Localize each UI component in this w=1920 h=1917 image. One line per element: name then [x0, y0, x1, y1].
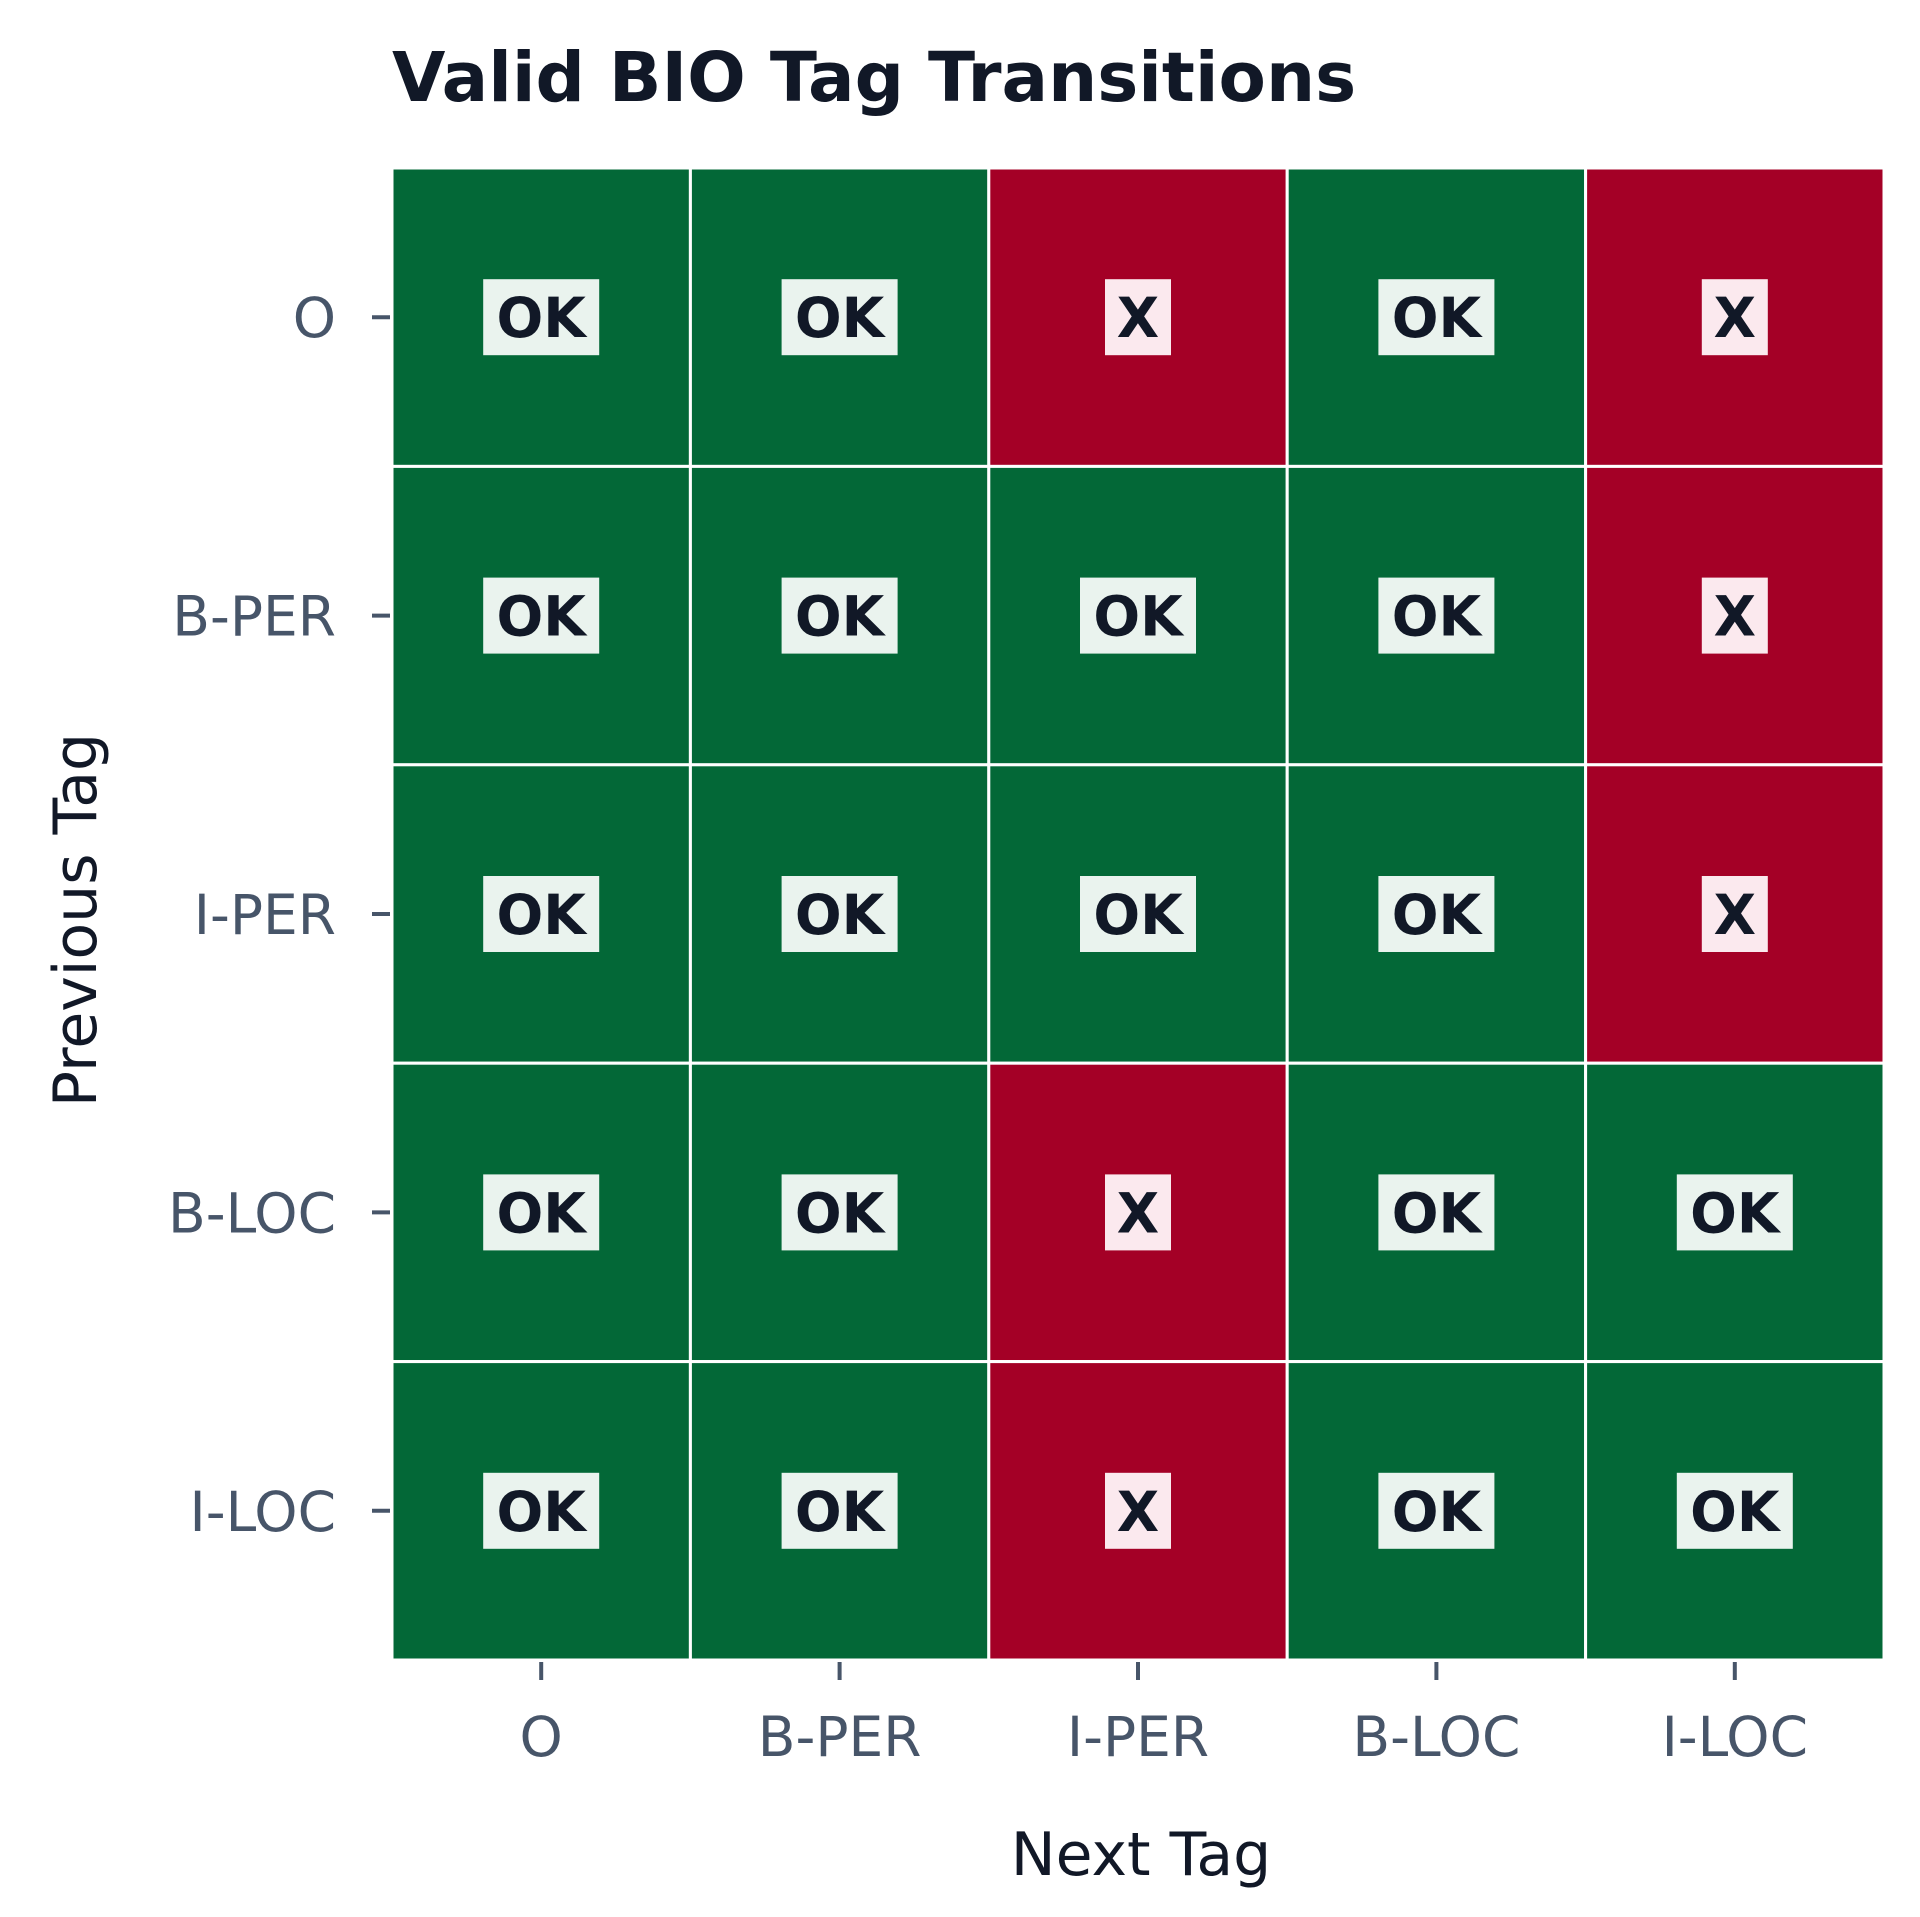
cell-label: OK	[1392, 1181, 1484, 1245]
cell-label-background	[1676, 1174, 1793, 1251]
y-tick-label: B-LOC	[168, 1181, 336, 1245]
cell-label-background	[483, 279, 600, 356]
cell-i-loc-to-b-per	[688, 1360, 991, 1662]
cell-label-background	[1378, 279, 1495, 356]
cell-label-background	[483, 1174, 600, 1251]
cell-label: OK	[795, 1181, 887, 1245]
cell-label-background	[1105, 279, 1171, 356]
cell-label: OK	[497, 585, 589, 649]
cell-label: OK	[497, 286, 589, 350]
cell-label-background	[1378, 1472, 1495, 1549]
cell-label: OK	[1392, 585, 1484, 649]
cell-label: OK	[1392, 1480, 1484, 1544]
chart-title: Valid BIO Tag Transitions	[392, 38, 1356, 118]
cell-label: OK	[1690, 1181, 1782, 1245]
cell-label-background	[1378, 1174, 1495, 1251]
cell-label-background	[1701, 876, 1768, 952]
cell-label-background	[1080, 876, 1196, 952]
cell-label: OK	[1690, 1480, 1782, 1544]
heatmap-cells: OK OK X OK X OK OK OK OK X OK OK OK OK X OK OK X OK OK OK OK X…	[390, 166, 1886, 1662]
x-tick-label: O	[520, 1705, 563, 1769]
cell-label-background	[781, 577, 898, 654]
x-tick-label: I-PER	[1067, 1705, 1209, 1769]
cell-label-background	[1378, 876, 1495, 952]
x-axis: O B-PER I-PER B-LOC I-LOC	[520, 1662, 1808, 1769]
cell-label: X	[1117, 1181, 1159, 1245]
cell-label-background	[1676, 1472, 1793, 1549]
cell-label-background	[1701, 279, 1768, 356]
y-tick-label: I-LOC	[190, 1480, 336, 1544]
y-tick-label: B-PER	[172, 585, 336, 649]
cell-label: OK	[795, 883, 887, 947]
cell-label: OK	[795, 585, 887, 649]
y-axis: O B-PER I-PER B-LOC I-LOC	[168, 286, 390, 1544]
cell-label-background	[1105, 1174, 1171, 1251]
cell-label: OK	[1392, 883, 1484, 947]
y-tick-label: I-PER	[194, 883, 336, 947]
cell-label-background	[1080, 577, 1196, 654]
cell-label: OK	[1093, 585, 1185, 649]
cell-label: OK	[795, 1480, 887, 1544]
y-tick-label: O	[293, 286, 336, 350]
cell-label: OK	[497, 1480, 589, 1544]
y-axis-label: Previous Tag	[41, 733, 111, 1107]
cell-label-background	[483, 1472, 600, 1549]
x-axis-label: Next Tag	[1011, 1820, 1271, 1890]
cell-label: X	[1117, 1480, 1159, 1544]
cell-label: X	[1714, 585, 1756, 649]
cell-label-background	[781, 876, 898, 952]
x-tick-label: I-LOC	[1662, 1705, 1808, 1769]
cell-label-background	[483, 876, 600, 952]
cell-label: OK	[1392, 286, 1484, 350]
x-tick-label: B-PER	[758, 1705, 922, 1769]
cell-label-background	[1105, 1472, 1171, 1549]
cell-label: X	[1117, 286, 1159, 350]
cell-label: X	[1714, 286, 1756, 350]
cell-label: OK	[497, 1181, 589, 1245]
cell-label-background	[781, 1174, 898, 1251]
cell-label: OK	[795, 286, 887, 350]
cell-label-background	[1378, 577, 1495, 654]
cell-label: X	[1714, 883, 1756, 947]
x-tick-label: B-LOC	[1352, 1705, 1520, 1769]
cell-label-background	[781, 1472, 898, 1549]
cell-label-background	[1701, 577, 1768, 654]
cell-label: OK	[497, 883, 589, 947]
cell-label: OK	[1093, 883, 1185, 947]
cell-label-background	[483, 577, 600, 654]
cell-label-background	[781, 279, 898, 356]
